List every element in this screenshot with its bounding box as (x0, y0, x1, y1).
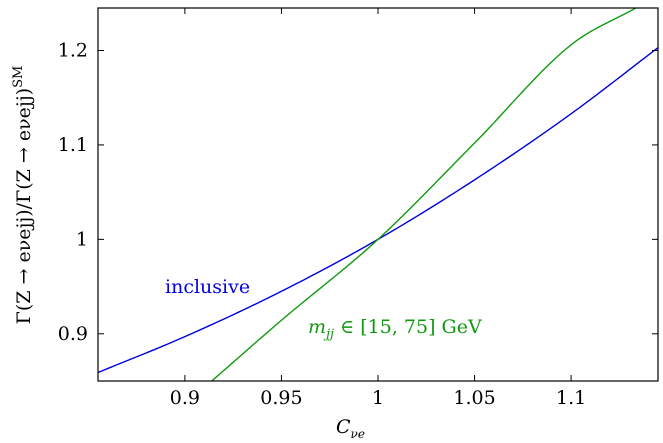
axis-ticks: 0.9 0.95 1 1.05 1.1 0.9 1 1.1 1.2 (58, 8, 658, 409)
plot-lines (97, 7, 659, 382)
annotation-mjj-symbol: m (308, 316, 326, 338)
y-tick-label: 0.9 (58, 323, 88, 345)
x-axis-title: Cνe (336, 416, 365, 441)
x-tick-label: 1.1 (556, 387, 586, 409)
annotation-inclusive: inclusive (165, 276, 250, 298)
x-axis-subscript: νe (351, 427, 365, 441)
y-axis-title: Γ(Z → eνejj)/Γ(Z → eνejj)SM (11, 66, 35, 325)
y-axis-superscript: SM (11, 66, 26, 88)
x-tick-label: 0.95 (260, 387, 302, 409)
annotation-mjj-text: ∈ [15, 75] GeV (334, 316, 482, 338)
y-tick-label: 1.1 (58, 134, 88, 156)
y-tick-label: 1 (76, 228, 88, 250)
x-tick-label: 0.9 (170, 387, 200, 409)
y-axis-text: Γ(Z → eνejj)/Γ(Z → eνejj) (13, 88, 35, 324)
x-axis-symbol: C (336, 416, 351, 438)
series-line-1 (211, 7, 637, 382)
x-tick-label: 1 (372, 387, 384, 409)
annotation-mjj: mjj ∈ [15, 75] GeV (308, 316, 482, 342)
annotation-mjj-subscript: jj (323, 327, 334, 342)
y-tick-label: 1.2 (58, 39, 88, 61)
x-tick-label: 1.05 (453, 387, 495, 409)
